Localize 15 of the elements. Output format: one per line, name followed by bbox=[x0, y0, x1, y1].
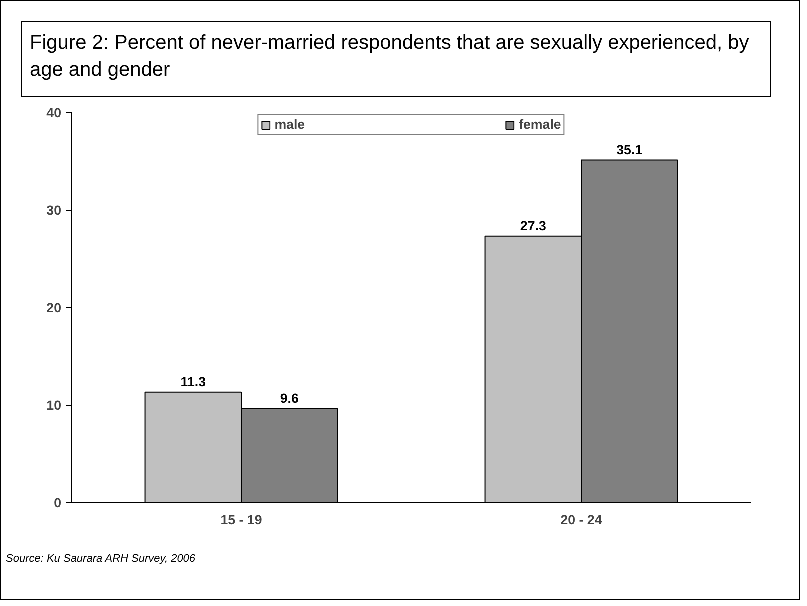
data-label: 35.1 bbox=[616, 142, 644, 158]
data-label: 11.3 bbox=[180, 374, 206, 390]
x-tick-label: 20 - 24 bbox=[560, 512, 603, 528]
chart-title: Figure 2: Percent of never-married respondents that are sexually experienced, by age and gender bbox=[30, 31, 750, 83]
legend-label: female bbox=[519, 117, 562, 132]
y-tick-label: 30 bbox=[46, 203, 62, 218]
source-note: Source: Ku Saurara ARH Survey, 2006 bbox=[6, 552, 196, 567]
x-tick-label: 15 - 19 bbox=[220, 512, 262, 528]
y-tick-label: 10 bbox=[46, 398, 62, 413]
data-label: 27.3 bbox=[520, 218, 546, 234]
legend-label: male bbox=[274, 117, 306, 132]
y-tick-label: 40 bbox=[46, 106, 62, 120]
y-tick-label: 20 bbox=[46, 300, 62, 316]
y-tick-label: 0 bbox=[54, 496, 62, 510]
data-label: 9.6 bbox=[280, 390, 299, 406]
